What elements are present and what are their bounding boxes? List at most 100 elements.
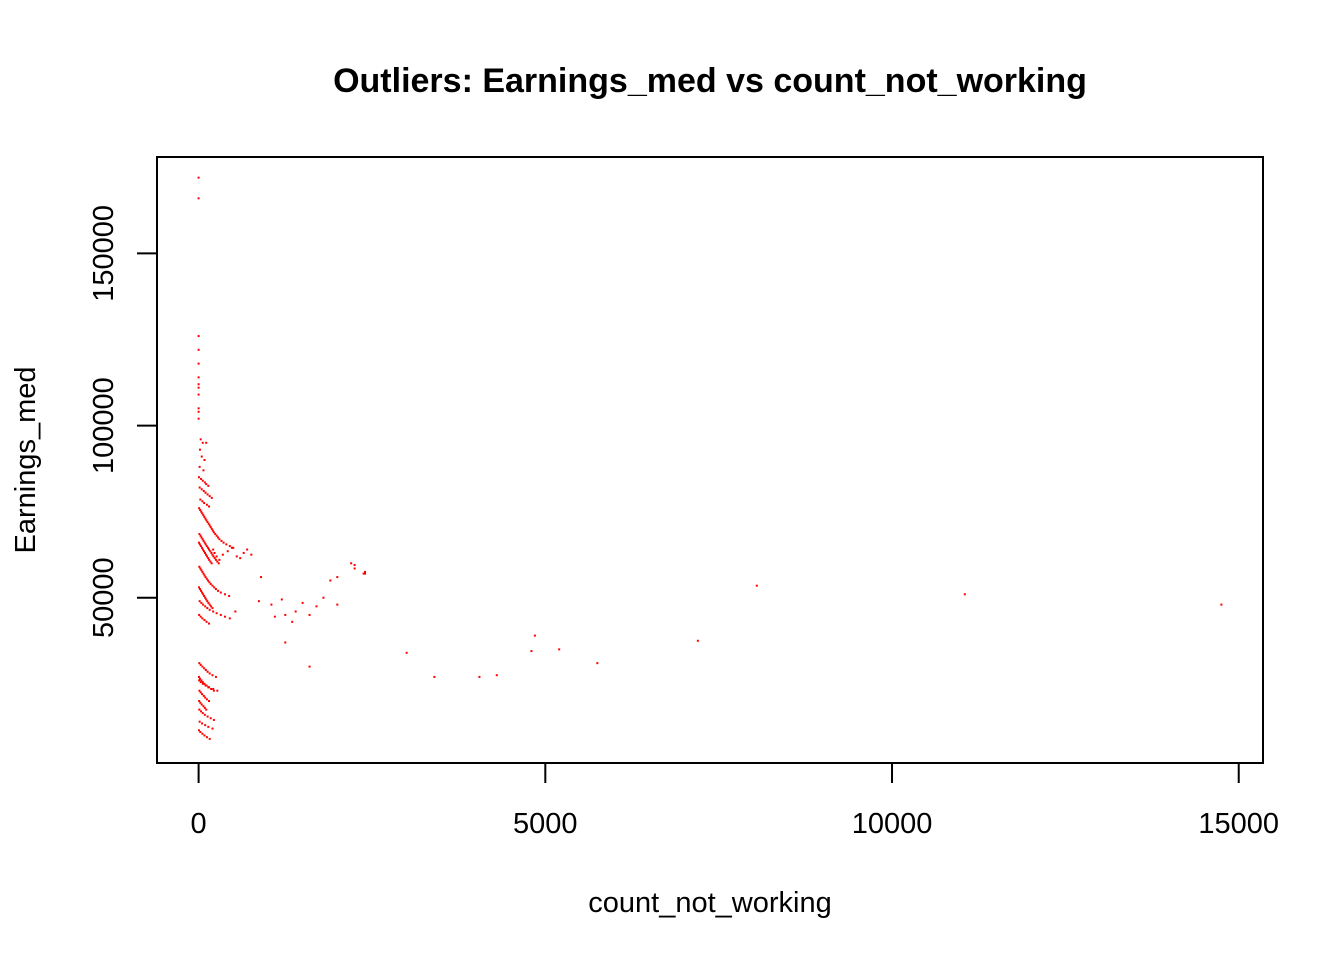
- scatter-point: [291, 620, 294, 623]
- chart-title: Outliers: Earnings_med vs count_not_work…: [333, 62, 1087, 100]
- scatter-point: [208, 672, 211, 675]
- scatter-point: [235, 555, 238, 558]
- scatter-point: [433, 675, 436, 678]
- scatter-point: [204, 596, 207, 599]
- scatter-point: [214, 675, 217, 678]
- scatter-point: [201, 591, 204, 594]
- x-axis-label: count_not_working: [588, 887, 831, 919]
- scatter-point: [202, 550, 205, 553]
- scatter-point: [198, 689, 201, 692]
- scatter-point: [963, 593, 966, 596]
- scatter-point: [199, 691, 202, 694]
- scatter-point: [197, 335, 200, 338]
- scatter-point: [221, 553, 224, 556]
- scatter-point: [197, 386, 200, 389]
- scatter-point: [478, 675, 481, 678]
- scatter-point: [234, 610, 237, 613]
- x-axis: 0 5000 10000 15000: [191, 762, 1279, 840]
- scatter-point: [205, 483, 208, 486]
- scatter-point: [204, 543, 207, 546]
- scatter-point: [204, 696, 207, 699]
- scatter-point: [208, 603, 211, 606]
- scatter-point: [210, 551, 213, 554]
- scatter-point: [198, 507, 201, 510]
- scatter-point: [197, 348, 200, 351]
- scatter-point: [201, 500, 204, 503]
- scatter-point: [199, 615, 202, 618]
- scatter-point: [201, 682, 204, 685]
- y-tick-label: 50000: [88, 557, 120, 638]
- scatter-point: [198, 486, 201, 489]
- scatter-point: [202, 514, 205, 517]
- scatter-point: [204, 576, 207, 579]
- scatter-point: [211, 607, 214, 610]
- scatter-point: [204, 724, 207, 727]
- scatter-point: [353, 564, 356, 567]
- scatter-point: [207, 484, 210, 487]
- scatter-point: [203, 502, 206, 505]
- scatter-point: [199, 508, 202, 511]
- scatter-point: [211, 674, 214, 677]
- scatter-point: [210, 496, 213, 499]
- scatter-point: [199, 731, 202, 734]
- scatter-point: [250, 553, 253, 556]
- scatter-point: [198, 465, 201, 468]
- scatter-point: [203, 667, 206, 670]
- scatter-point: [1220, 603, 1223, 606]
- scatter-point: [294, 610, 297, 613]
- scatter-point: [197, 393, 200, 396]
- scatter-point: [222, 541, 225, 544]
- scatter-point: [214, 558, 217, 561]
- scatter-point: [213, 557, 216, 560]
- scatter-point: [204, 517, 207, 520]
- x-tick-label: 15000: [1198, 808, 1279, 840]
- scatter-point: [200, 510, 203, 513]
- scatter-point: [270, 603, 273, 606]
- scatter-point: [209, 526, 212, 529]
- scatter-point: [280, 598, 283, 601]
- scatter-point: [208, 558, 211, 561]
- scatter-point: [197, 729, 200, 732]
- scatter-point: [197, 383, 200, 386]
- scatter-point: [200, 589, 203, 592]
- scatter-point: [210, 605, 213, 608]
- scatter-point: [197, 476, 200, 479]
- scatter-point: [209, 717, 212, 720]
- scatter-point: [203, 734, 206, 737]
- scatter-point: [329, 579, 332, 582]
- scatter-point: [322, 596, 325, 599]
- scatter-point: [212, 689, 215, 692]
- scatter-point: [205, 441, 208, 444]
- scatter-point: [696, 639, 699, 642]
- scatter-point: [201, 693, 204, 696]
- scatter-point: [205, 598, 208, 601]
- scatter-point: [260, 576, 263, 579]
- scatter-point: [201, 538, 204, 541]
- scatter-point: [205, 698, 208, 701]
- scatter-point: [201, 570, 204, 573]
- scatter-point: [202, 572, 205, 575]
- scatter-point: [364, 572, 367, 575]
- scatter-point: [204, 605, 207, 608]
- y-axis: 50000 100000 150000: [88, 205, 158, 638]
- scatter-point: [205, 620, 208, 623]
- scatter-point: [202, 469, 205, 472]
- scatter-point: [230, 546, 233, 549]
- scatter-point: [336, 603, 339, 606]
- scatter-point: [205, 684, 208, 687]
- scatter-point: [216, 560, 219, 563]
- scatter-point: [203, 574, 206, 577]
- scatter-point: [201, 479, 204, 482]
- scatter-point: [198, 533, 201, 536]
- scatter-point: [199, 498, 202, 501]
- scatter-point: [533, 634, 536, 637]
- scatter-point: [199, 701, 202, 704]
- scatter-point: [200, 488, 203, 491]
- scatter-point: [201, 681, 204, 684]
- scatter-point: [217, 562, 220, 565]
- scatter-point: [228, 617, 231, 620]
- scatter-point: [246, 548, 249, 551]
- scatter-point: [198, 662, 201, 665]
- x-tick-label: 5000: [513, 808, 578, 840]
